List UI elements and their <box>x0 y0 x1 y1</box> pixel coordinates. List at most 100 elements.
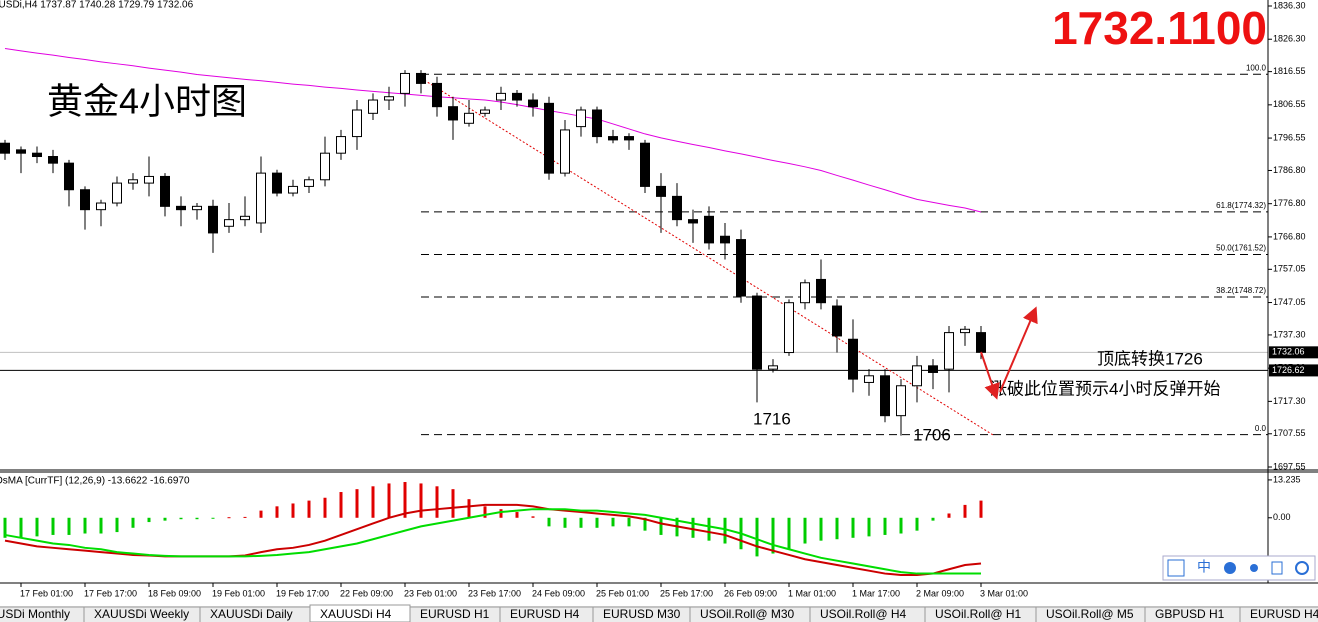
histogram-bar <box>195 517 199 520</box>
y-tick-label: 1766.80 <box>1273 231 1306 241</box>
tab-label[interactable]: USOil.Roll@ H4 <box>820 607 907 621</box>
x-tick-label: 1 Mar 17:00 <box>852 588 900 598</box>
y-tick-label: 1776.80 <box>1273 198 1306 208</box>
tab-label[interactable]: EURUSD H1 <box>420 607 490 621</box>
candle-body <box>128 179 138 184</box>
histogram-bar <box>595 517 599 528</box>
toolbar-icon[interactable] <box>1271 561 1283 575</box>
tab-label[interactable]: XAUUSDi Weekly <box>94 607 189 621</box>
indicator-line <box>4 508 981 575</box>
toolbar-icon[interactable] <box>1295 561 1309 575</box>
histogram-bar <box>883 517 887 535</box>
tab-label[interactable]: XAUUSDi Monthly <box>0 607 70 621</box>
histogram-bar <box>35 517 39 537</box>
histogram-bar <box>803 517 807 544</box>
candle-body <box>400 72 410 94</box>
candle-body <box>768 365 778 370</box>
tab-bar: XAUUSDi Monthly XAUUSDi Weekly XAUUSDi Dai… <box>0 604 1318 622</box>
toolbar-icon[interactable] <box>1167 559 1185 577</box>
x-tick-label: 17 Feb 01:00 <box>20 588 73 598</box>
tab-label[interactable]: USOil.Roll@ M30 <box>700 607 795 621</box>
histogram-bar <box>867 517 871 537</box>
candle-body <box>960 328 970 334</box>
histogram-bar <box>851 517 855 538</box>
y-tick-label: 1796.55 <box>1273 132 1306 142</box>
indicator-title: OsMA [CurrTF] (12,26,9) -13.6622 -16.697… <box>0 476 190 487</box>
toolbar-frame <box>1162 555 1316 581</box>
candle-body <box>736 239 746 297</box>
candle-body <box>496 92 506 101</box>
histogram-bar <box>899 517 903 534</box>
tab[interactable] <box>1239 606 1318 622</box>
histogram-bar <box>243 516 247 518</box>
tab-label[interactable]: EURUSD H4 <box>1250 607 1318 621</box>
candle-body <box>576 109 586 128</box>
candle-body <box>880 375 890 417</box>
tab-label[interactable]: USOil.Roll@ H1 <box>935 607 1022 621</box>
candle-body <box>160 175 170 207</box>
x-tick-label: 1 Mar 01:00 <box>788 588 836 598</box>
candle-body <box>96 202 106 211</box>
toolbar-button[interactable]: 中 <box>1197 559 1211 575</box>
candle-body <box>848 338 858 380</box>
candle-body <box>224 219 234 227</box>
candle-body <box>304 179 314 187</box>
y-tick-label: 1836.30 <box>1273 0 1306 10</box>
y-tick-label: 13.235 <box>1273 474 1301 484</box>
tab-label[interactable]: EURUSD H4 <box>510 607 580 621</box>
histogram-bar <box>579 517 583 528</box>
tab-label[interactable]: USOil.Roll@ M5 <box>1046 607 1134 621</box>
tab-label[interactable]: XAUUSDi Daily <box>210 607 293 621</box>
histogram-bar <box>771 517 775 554</box>
candle-body <box>752 295 762 370</box>
arrow <box>980 351 1000 400</box>
tab-label[interactable]: GBPUSD H1 <box>1155 607 1225 621</box>
candle-body <box>368 99 378 114</box>
fib-label: 38.2(1748.72) <box>1216 286 1266 295</box>
candle-body <box>592 109 602 138</box>
x-tick-label: 24 Feb 09:00 <box>532 588 585 598</box>
toolbar: 中 <box>1162 555 1316 581</box>
annotation: 1716 <box>753 409 791 428</box>
histogram-bar <box>499 509 503 518</box>
candle-body <box>784 302 794 354</box>
y-tick-label: 1737.30 <box>1273 329 1306 339</box>
candle-body <box>448 106 458 121</box>
histogram-bar <box>131 517 135 528</box>
plot-layer: 1836.30 1826.30 1816.55 1806.55 1796.55 1786.… <box>0 0 1318 598</box>
tab-label[interactable]: EURUSD M30 <box>603 607 681 621</box>
candle-body <box>816 278 826 304</box>
candle-body <box>512 92 522 101</box>
histogram-bar <box>547 517 551 527</box>
annotation: 1706 <box>913 425 951 444</box>
histogram-bar <box>259 510 263 518</box>
histogram-bar <box>819 517 823 541</box>
candle-body <box>672 195 682 221</box>
histogram-bar <box>915 517 919 531</box>
candle-body <box>432 82 442 108</box>
tab-label[interactable]: XAUUSDi H4 <box>320 607 392 621</box>
candle-body <box>80 189 90 211</box>
histogram-bar <box>355 489 359 518</box>
histogram-bar <box>211 517 215 519</box>
histogram-bar <box>979 500 983 518</box>
histogram-bar <box>451 489 455 518</box>
histogram-bar <box>755 517 759 557</box>
candle-body <box>0 142 10 154</box>
histogram-bar <box>931 517 935 521</box>
candle-body <box>288 185 298 194</box>
toolbar-icon[interactable] <box>1224 562 1236 574</box>
arrow <box>999 306 1038 393</box>
price-label: 1726.62 <box>1272 365 1305 375</box>
y-tick-label: 1806.55 <box>1273 99 1306 109</box>
toolbar-icon[interactable] <box>1250 564 1258 572</box>
price-label-box <box>1269 346 1318 359</box>
histogram-bar <box>563 517 567 528</box>
histogram-bar <box>707 517 711 541</box>
histogram-bar <box>115 517 119 533</box>
histogram-bar <box>691 517 695 538</box>
histogram-bar <box>723 517 727 544</box>
histogram-bar <box>51 517 55 535</box>
candle-body <box>896 385 906 417</box>
